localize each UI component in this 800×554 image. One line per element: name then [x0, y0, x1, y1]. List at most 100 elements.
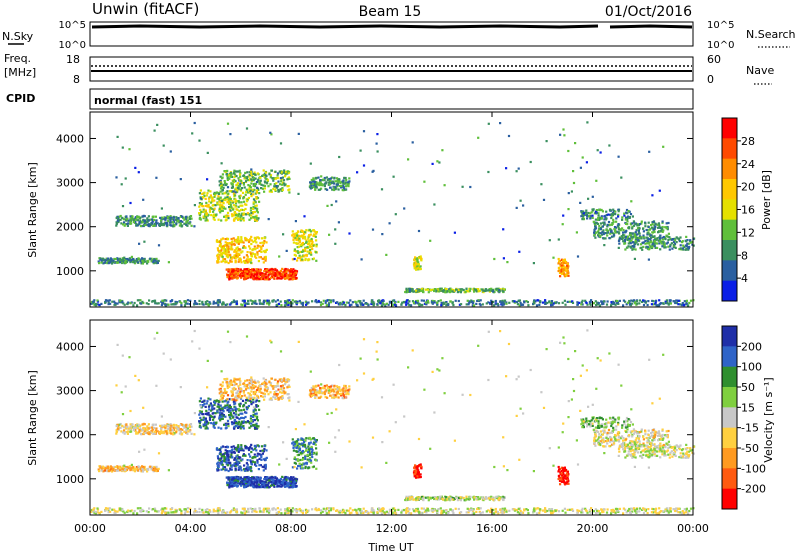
velocity-cell	[277, 388, 280, 391]
velocity-cell	[258, 408, 261, 411]
velocity-cell	[129, 426, 133, 429]
velocity-cell	[319, 387, 322, 390]
power-cell	[236, 255, 239, 259]
power-cell	[499, 300, 502, 303]
velocity-cell	[229, 379, 232, 383]
velocity-cell	[325, 384, 328, 387]
velocity-cell	[204, 405, 207, 408]
velocity-cell	[262, 392, 265, 395]
velocity-cell	[280, 378, 283, 381]
velocity-cell	[329, 394, 332, 397]
power-cell	[651, 245, 654, 248]
power-cell	[419, 255, 422, 258]
power-cell	[260, 272, 263, 275]
velocity-cell	[233, 383, 236, 386]
power-cell	[501, 301, 504, 304]
power-cell	[254, 238, 257, 241]
velocity-cell	[274, 385, 277, 388]
power-cell	[201, 302, 204, 305]
power-cell	[651, 226, 654, 229]
power-cell	[674, 301, 677, 305]
power-cell	[258, 278, 261, 281]
power-cell	[255, 191, 259, 194]
velocity-cell	[254, 390, 257, 393]
velocity-cell	[149, 431, 152, 434]
power-cell	[281, 187, 284, 190]
power-cell	[655, 299, 658, 302]
power-cell	[341, 188, 344, 192]
velocity-cell	[252, 398, 255, 401]
velocity-cell	[224, 407, 227, 410]
power-cell	[298, 239, 302, 242]
power-cell	[249, 299, 252, 302]
power-cell	[209, 302, 212, 305]
power-cell	[559, 263, 562, 266]
power-cell	[582, 216, 585, 219]
power-cell	[299, 257, 302, 260]
power-cell	[218, 241, 221, 244]
power-cell	[426, 288, 430, 291]
velocity-cell	[221, 417, 224, 420]
power-cell	[220, 185, 224, 189]
power-cell	[437, 290, 441, 293]
power-cell	[230, 272, 233, 275]
power-cell	[606, 230, 610, 233]
power-cell	[169, 150, 172, 153]
power-cell	[303, 254, 306, 257]
velocity-cell	[126, 425, 129, 428]
power-cell	[305, 254, 308, 257]
power-cell	[522, 204, 525, 207]
power-cell	[458, 303, 461, 306]
power-cell	[644, 225, 647, 228]
power-cell	[608, 208, 612, 211]
power-cell	[233, 275, 236, 278]
power-cell	[227, 247, 230, 250]
velocity-cell	[279, 385, 283, 388]
power-cell	[651, 231, 654, 234]
power-cell	[280, 180, 283, 183]
power-cell	[588, 302, 592, 305]
power-cell	[238, 169, 241, 172]
power-cell	[204, 303, 208, 306]
power-cell	[661, 220, 664, 223]
power-cell	[177, 217, 180, 220]
velocity-cell	[341, 392, 345, 395]
velocity-cell	[310, 392, 313, 395]
power-cell	[112, 259, 115, 262]
power-cell	[280, 170, 283, 173]
power-cell	[381, 299, 384, 302]
power-cell	[141, 257, 144, 260]
power-cell	[262, 301, 265, 304]
power-cell	[562, 269, 565, 272]
power-cell	[686, 239, 689, 242]
velocity-cell	[284, 383, 287, 386]
power-cell	[226, 211, 230, 214]
power-colorbar-segment	[722, 199, 737, 221]
power-cell	[561, 260, 564, 263]
velocity-cell	[269, 391, 272, 394]
power-cell	[221, 198, 224, 201]
velocity-cell	[340, 392, 343, 395]
power-cell	[297, 256, 300, 260]
power-cell	[276, 299, 279, 302]
power-cell	[381, 233, 384, 236]
velocity-cell	[172, 433, 175, 436]
power-cell	[563, 261, 566, 264]
power-cell	[653, 243, 656, 246]
power-cell	[235, 200, 238, 203]
velocity-cell	[310, 394, 313, 397]
power-cell	[431, 162, 434, 165]
power-cell	[244, 246, 247, 249]
power-cell	[328, 183, 332, 186]
power-cell	[562, 263, 565, 266]
power-cell	[198, 212, 201, 215]
power-cell	[242, 246, 245, 249]
power-cell	[659, 248, 662, 251]
power-cell	[287, 275, 291, 278]
velocity-cell	[326, 396, 329, 399]
power-cell	[634, 231, 637, 234]
velocity-cell	[257, 396, 260, 399]
power-cell	[408, 288, 411, 291]
power-cell	[362, 164, 366, 167]
power-cell	[272, 272, 275, 275]
